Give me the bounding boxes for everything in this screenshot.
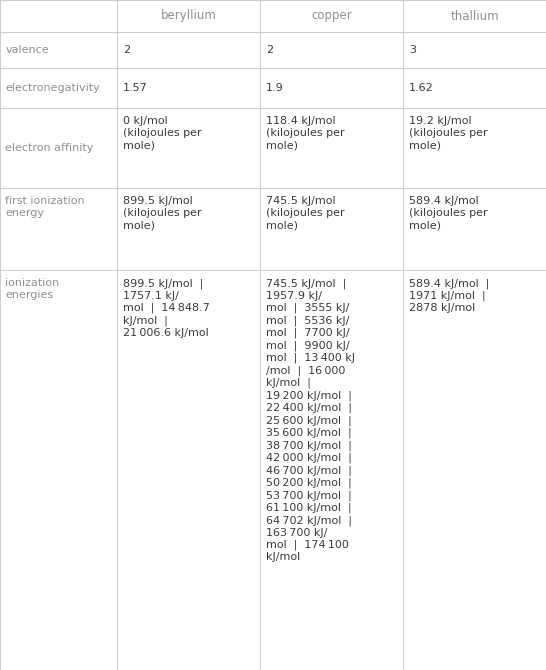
Text: electronegativity: electronegativity [5, 83, 100, 93]
Text: beryllium: beryllium [161, 9, 217, 23]
Text: valence: valence [5, 45, 49, 55]
Text: 3: 3 [409, 45, 416, 55]
Text: 2: 2 [266, 45, 273, 55]
Text: 118.4 kJ/mol
(kilojoules per
mole): 118.4 kJ/mol (kilojoules per mole) [266, 116, 345, 150]
Text: 19.2 kJ/mol
(kilojoules per
mole): 19.2 kJ/mol (kilojoules per mole) [409, 116, 488, 150]
Text: thallium: thallium [450, 9, 499, 23]
Text: 589.4 kJ/mol
(kilojoules per
mole): 589.4 kJ/mol (kilojoules per mole) [409, 196, 488, 230]
Text: 0 kJ/mol
(kilojoules per
mole): 0 kJ/mol (kilojoules per mole) [123, 116, 201, 150]
Text: copper: copper [312, 9, 352, 23]
Text: first ionization
energy: first ionization energy [5, 196, 85, 218]
Text: 1.9: 1.9 [266, 83, 284, 93]
Text: 1.57: 1.57 [123, 83, 147, 93]
Text: 745.5 kJ/mol  |
1957.9 kJ/
mol  |  3555 kJ/
mol  |  5536 kJ/
mol  |  7700 kJ/
mo: 745.5 kJ/mol | 1957.9 kJ/ mol | 3555 kJ/… [266, 278, 355, 562]
Text: 589.4 kJ/mol  |
1971 kJ/mol  |
2878 kJ/mol: 589.4 kJ/mol | 1971 kJ/mol | 2878 kJ/mol [409, 278, 489, 313]
Text: electron affinity: electron affinity [5, 143, 94, 153]
Text: 1.62: 1.62 [409, 83, 434, 93]
Text: ionization
energies: ionization energies [5, 278, 60, 300]
Text: 899.5 kJ/mol
(kilojoules per
mole): 899.5 kJ/mol (kilojoules per mole) [123, 196, 201, 230]
Text: 2: 2 [123, 45, 130, 55]
Text: 899.5 kJ/mol  |
1757.1 kJ/
mol  |  14 848.7
kJ/mol  |
21 006.6 kJ/mol: 899.5 kJ/mol | 1757.1 kJ/ mol | 14 848.7… [123, 278, 210, 338]
Text: 745.5 kJ/mol
(kilojoules per
mole): 745.5 kJ/mol (kilojoules per mole) [266, 196, 345, 230]
